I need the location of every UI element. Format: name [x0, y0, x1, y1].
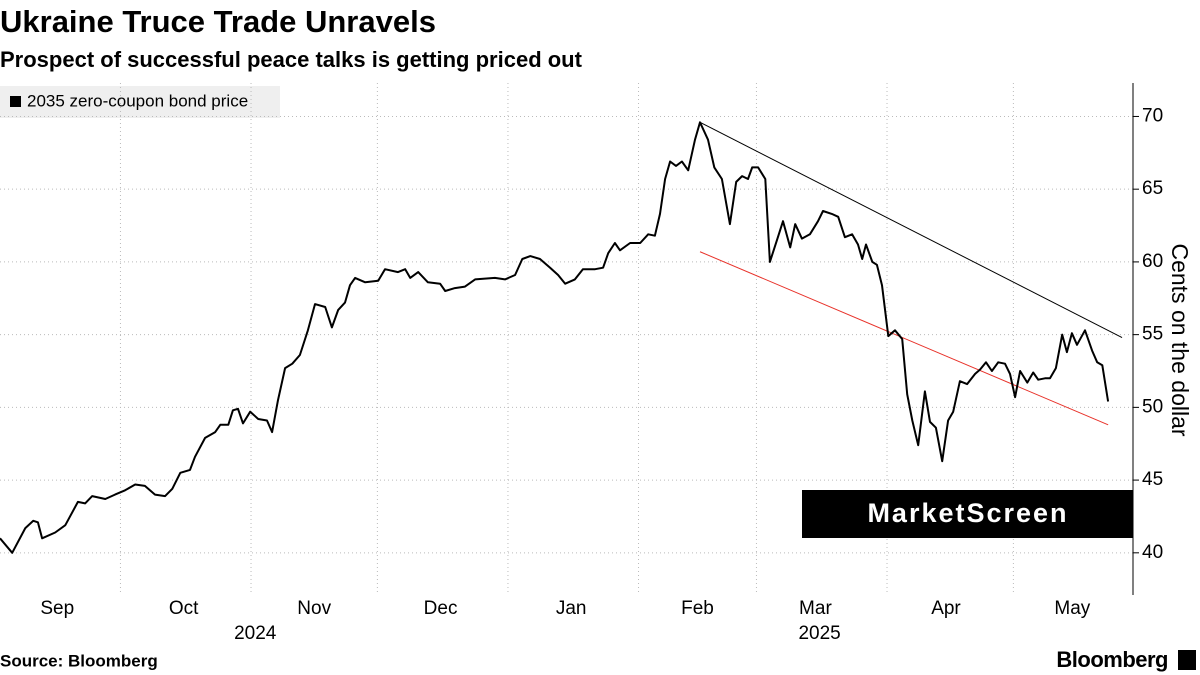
x-tick-label: Oct	[169, 598, 199, 619]
y-tick-label: 65	[1142, 178, 1163, 199]
y-tick-label: 40	[1142, 542, 1163, 563]
trend-line	[699, 121, 1123, 338]
x-tick-label: Feb	[681, 598, 714, 619]
chart-title: Ukraine Truce Trade Unravels	[0, 4, 436, 39]
brand-icon	[1178, 650, 1196, 670]
watermark-box	[802, 490, 1133, 538]
y-axis-label: Cents on the dollar	[1167, 243, 1193, 436]
source: Source: Bloomberg	[0, 651, 158, 670]
y-tick-label: 45	[1142, 469, 1163, 490]
x-year-label: 2024	[234, 623, 277, 644]
y-tick-label: 50	[1142, 396, 1163, 417]
y-tick-label: 60	[1142, 251, 1163, 272]
trend-line	[699, 251, 1109, 426]
x-tick-label: May	[1054, 598, 1090, 619]
x-tick-label: Apr	[931, 598, 961, 619]
chart-subtitle: Prospect of successful peace talks is ge…	[0, 47, 583, 72]
data-line	[0, 121, 1110, 554]
legend-box	[0, 86, 280, 118]
x-tick-label: Dec	[424, 598, 458, 619]
legend-label: 2035 zero-coupon bond price	[27, 91, 248, 110]
y-tick-label: 55	[1142, 324, 1163, 345]
x-tick-label: Mar	[799, 598, 832, 619]
brand: Bloomberg	[1056, 647, 1168, 672]
watermark: MarketScreen	[867, 498, 1068, 528]
x-tick-label: Nov	[297, 598, 331, 619]
x-tick-label: Jan	[556, 598, 587, 619]
legend-swatch	[10, 96, 21, 107]
x-year-label: 2025	[798, 623, 840, 644]
x-tick-label: Sep	[40, 598, 74, 619]
y-tick-label: 70	[1142, 105, 1163, 126]
